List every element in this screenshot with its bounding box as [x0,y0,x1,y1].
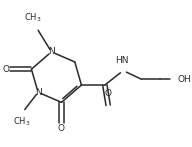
Text: O: O [105,89,112,98]
Text: CH$_3$: CH$_3$ [13,115,30,128]
Text: O: O [58,124,65,133]
Text: O: O [2,65,9,74]
Text: HN: HN [115,56,128,65]
Text: CH$_3$: CH$_3$ [24,12,42,24]
Text: OH: OH [178,75,192,84]
Text: N: N [48,47,55,56]
Text: N: N [35,88,41,97]
